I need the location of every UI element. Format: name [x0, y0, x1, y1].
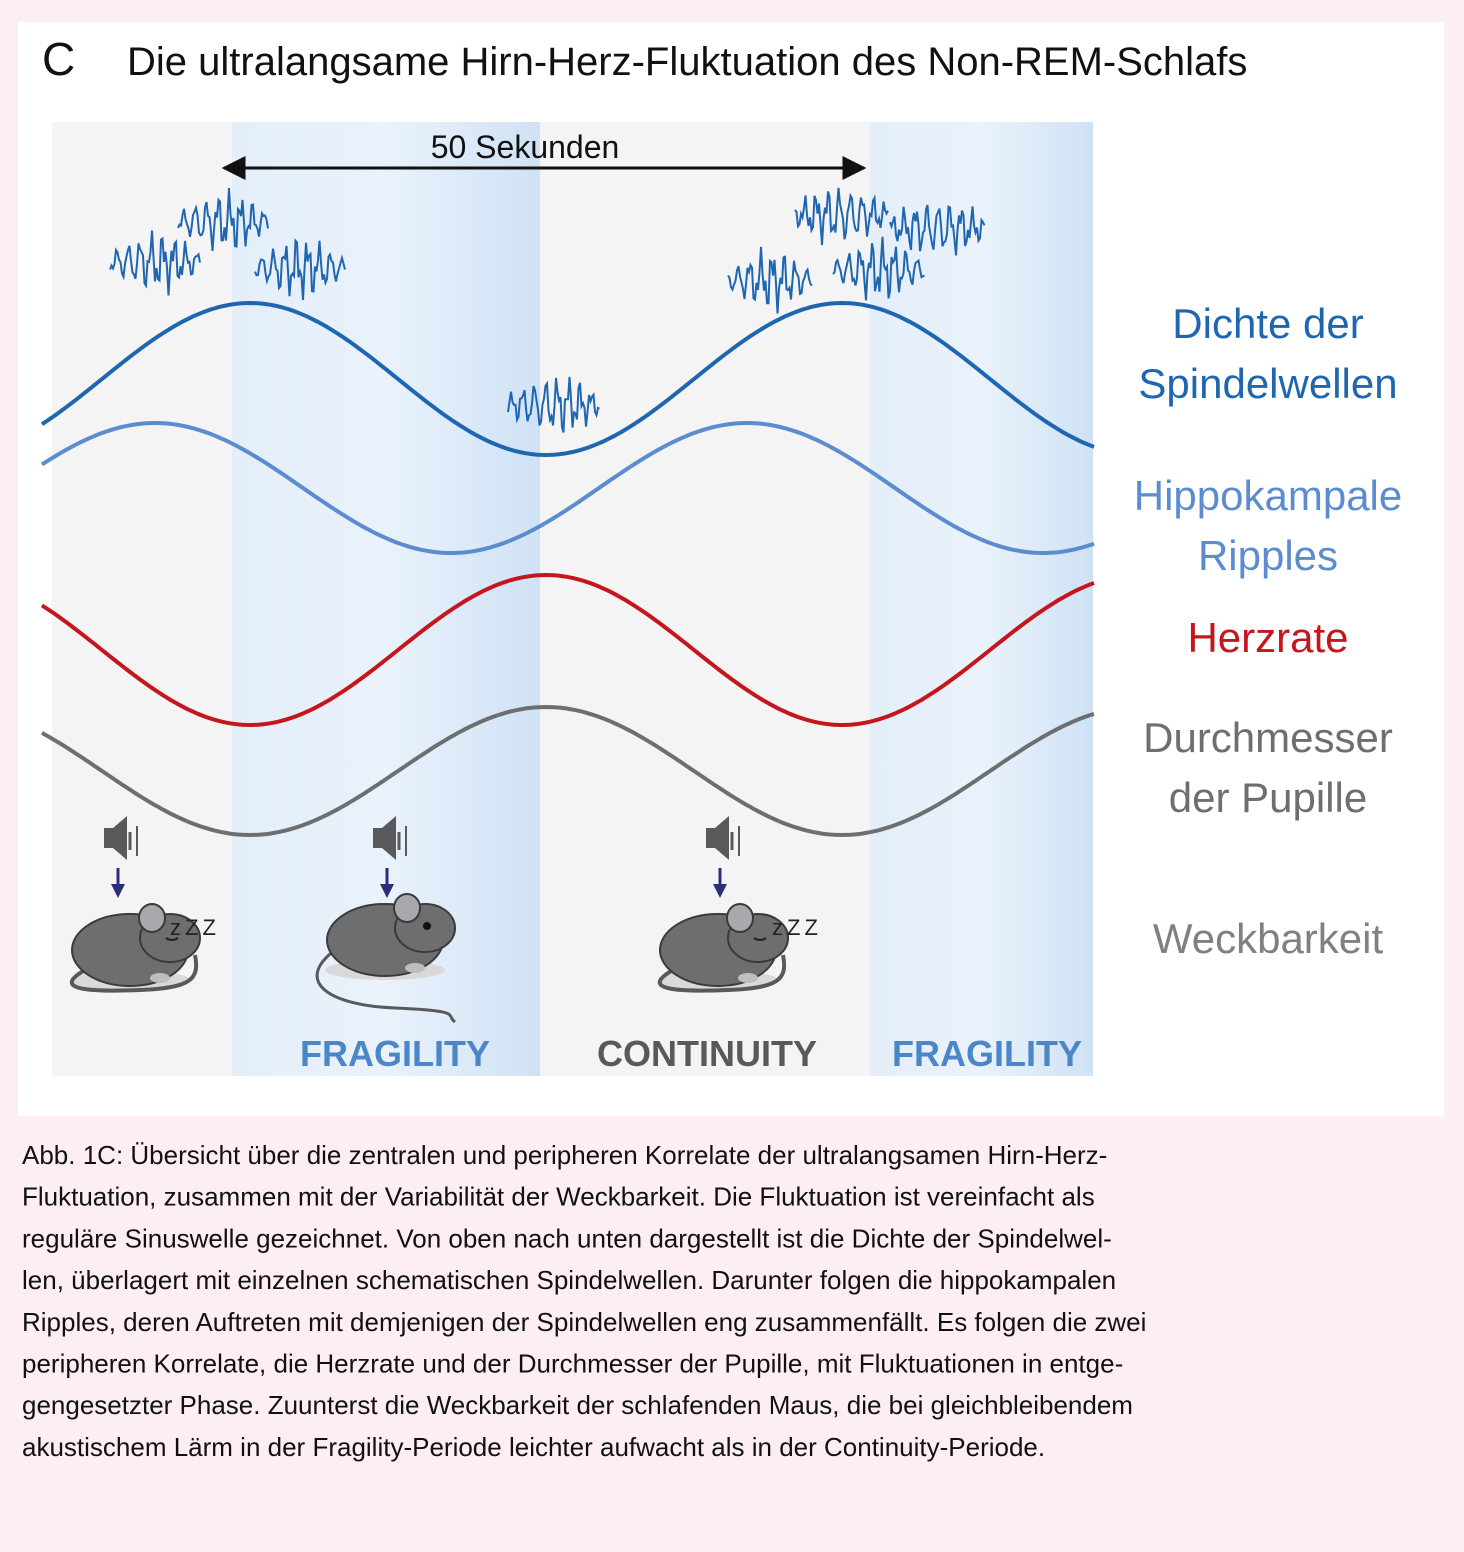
spindle-burst: [794, 187, 889, 246]
heart-rate-curve: [40, 572, 1095, 728]
curve-label: Weckbarkeit: [1153, 915, 1384, 962]
spindle-burst: [727, 246, 813, 314]
curve-label: Durchmesser: [1143, 714, 1393, 761]
awake-mouse: [315, 893, 456, 1024]
spindle-density-curve: [40, 300, 1095, 458]
arrow-head: [380, 884, 394, 898]
mouse-tail: [315, 948, 456, 1024]
caption-line: Ripples, deren Auftreten mit demjenigen …: [22, 1307, 1146, 1337]
sleeping-mouse: [69, 903, 201, 993]
mouse-tail: [657, 954, 787, 993]
mouse-paw: [150, 973, 170, 983]
mouse-eye: [423, 922, 431, 930]
mouse-paw: [738, 973, 758, 983]
spindle-burst: [889, 204, 986, 256]
spindle-burst: [109, 230, 201, 296]
caption-line: gengesetzter Phase. Zuunterst die Weckba…: [22, 1390, 1133, 1420]
curve-label: Spindelwellen: [1138, 360, 1397, 407]
speaker-icon: [104, 816, 127, 860]
caption-line: len, überlagert mit einzelnen schematisc…: [22, 1265, 1116, 1295]
curve-label: Hippokampale: [1134, 472, 1403, 519]
curve-label: Dichte der: [1172, 300, 1363, 347]
scale-label: 50 Sekunden: [431, 129, 620, 165]
curve-label: Ripples: [1198, 532, 1338, 579]
ripples-curve: [40, 421, 1095, 555]
spindle-burst: [254, 238, 346, 300]
speaker-icon: [706, 816, 729, 860]
period-label: CONTINUITY: [597, 1033, 817, 1074]
sleeping-mouse: [657, 903, 789, 993]
arrow-head: [713, 884, 727, 898]
mouse-ear: [138, 903, 166, 933]
spindle-burst: [177, 187, 269, 251]
caption-line: reguläre Sinuswelle gezeichnet. Von oben…: [22, 1223, 1112, 1253]
title: Die ultralangsame Hirn-Herz-Fluktuation …: [127, 40, 1247, 84]
arrow-head: [111, 884, 125, 898]
mouse-eye: [753, 937, 767, 941]
mouse-tail: [69, 954, 199, 993]
band-fragility: [870, 122, 1093, 1076]
labels: Dichte der Spindelwellen Hippokampale Rippl…: [22, 300, 1402, 1462]
mouse-ear: [393, 893, 421, 923]
curves: [40, 187, 1095, 838]
caption-line: akustischem Lärm in der Fragility-Period…: [22, 1432, 1045, 1462]
speaker-icon: [373, 816, 396, 860]
curve-label: der Pupille: [1169, 774, 1367, 821]
caption-line: peripheren Korrelate, die Herzrate und d…: [22, 1349, 1123, 1379]
period-label: FRAGILITY: [892, 1033, 1082, 1074]
period-label: FRAGILITY: [300, 1033, 490, 1074]
mouse-ear: [726, 903, 754, 933]
sleep-mark: zZZ: [772, 915, 822, 940]
sleep-mark: zZZ: [170, 915, 220, 940]
spindle-burst: [507, 376, 600, 433]
spindle-burst: [832, 236, 925, 301]
pupil-curve: [41, 704, 1095, 838]
panel-label: C: [42, 33, 75, 85]
caption-line: Fluktuation, zusammen mit der Variabilit…: [22, 1182, 1095, 1212]
illustrations: zZZ zZZ: [69, 816, 822, 1024]
mouse-eye: [165, 937, 179, 941]
caption-line: Abb. 1C: Übersicht über die zentralen un…: [22, 1140, 1107, 1170]
curve-label: Herzrate: [1187, 614, 1348, 661]
mouse-paw: [405, 963, 425, 973]
